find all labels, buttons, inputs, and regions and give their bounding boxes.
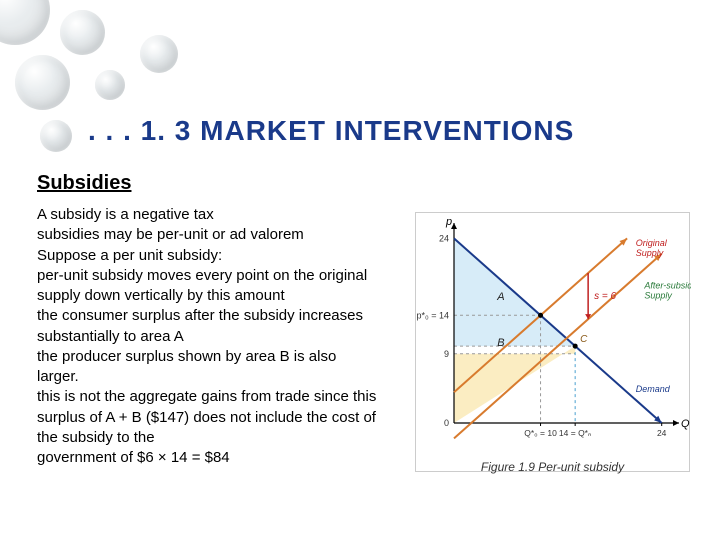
svg-text:p*₀ = 14: p*₀ = 14 xyxy=(416,310,449,320)
svg-text:Q*₀ = 10: Q*₀ = 10 xyxy=(524,428,557,438)
section-subtitle: Subsidies xyxy=(37,172,131,195)
svg-text:0: 0 xyxy=(444,418,449,428)
svg-text:s = 6: s = 6 xyxy=(594,291,616,302)
subsidy-chart: s = 6 C A B 24 p*₀ = 14 9 0 Q*₀ = 1014 = Q*ₙ 24 p Q… xyxy=(415,212,690,472)
svg-text:24: 24 xyxy=(657,428,667,438)
svg-text:B: B xyxy=(497,337,504,349)
svg-text:A: A xyxy=(496,291,504,303)
svg-text:Supply: Supply xyxy=(644,290,672,300)
svg-text:Supply: Supply xyxy=(636,248,664,258)
chart-caption: Figure 1.9 Per-unit subsidy xyxy=(416,460,689,474)
svg-text:p: p xyxy=(445,216,452,228)
chart-svg: s = 6 C A B 24 p*₀ = 14 9 0 Q*₀ = 1014 = Q*ₙ 24 p Q… xyxy=(416,213,691,451)
svg-text:9: 9 xyxy=(444,349,449,359)
svg-text:Original: Original xyxy=(636,238,668,248)
svg-text:14 = Q*ₙ: 14 = Q*ₙ xyxy=(559,428,592,438)
body-paragraph: A subsidy is a negative tax subsidies ma… xyxy=(37,205,377,468)
svg-text:After-subsidy: After-subsidy xyxy=(643,280,691,290)
svg-text:Demand: Demand xyxy=(636,384,671,394)
page-title: . . . 1. 3 MARKET INTERVENTIONS xyxy=(88,115,574,147)
svg-text:24: 24 xyxy=(439,233,449,243)
svg-text:C: C xyxy=(580,334,588,345)
svg-text:Q: Q xyxy=(681,418,690,430)
